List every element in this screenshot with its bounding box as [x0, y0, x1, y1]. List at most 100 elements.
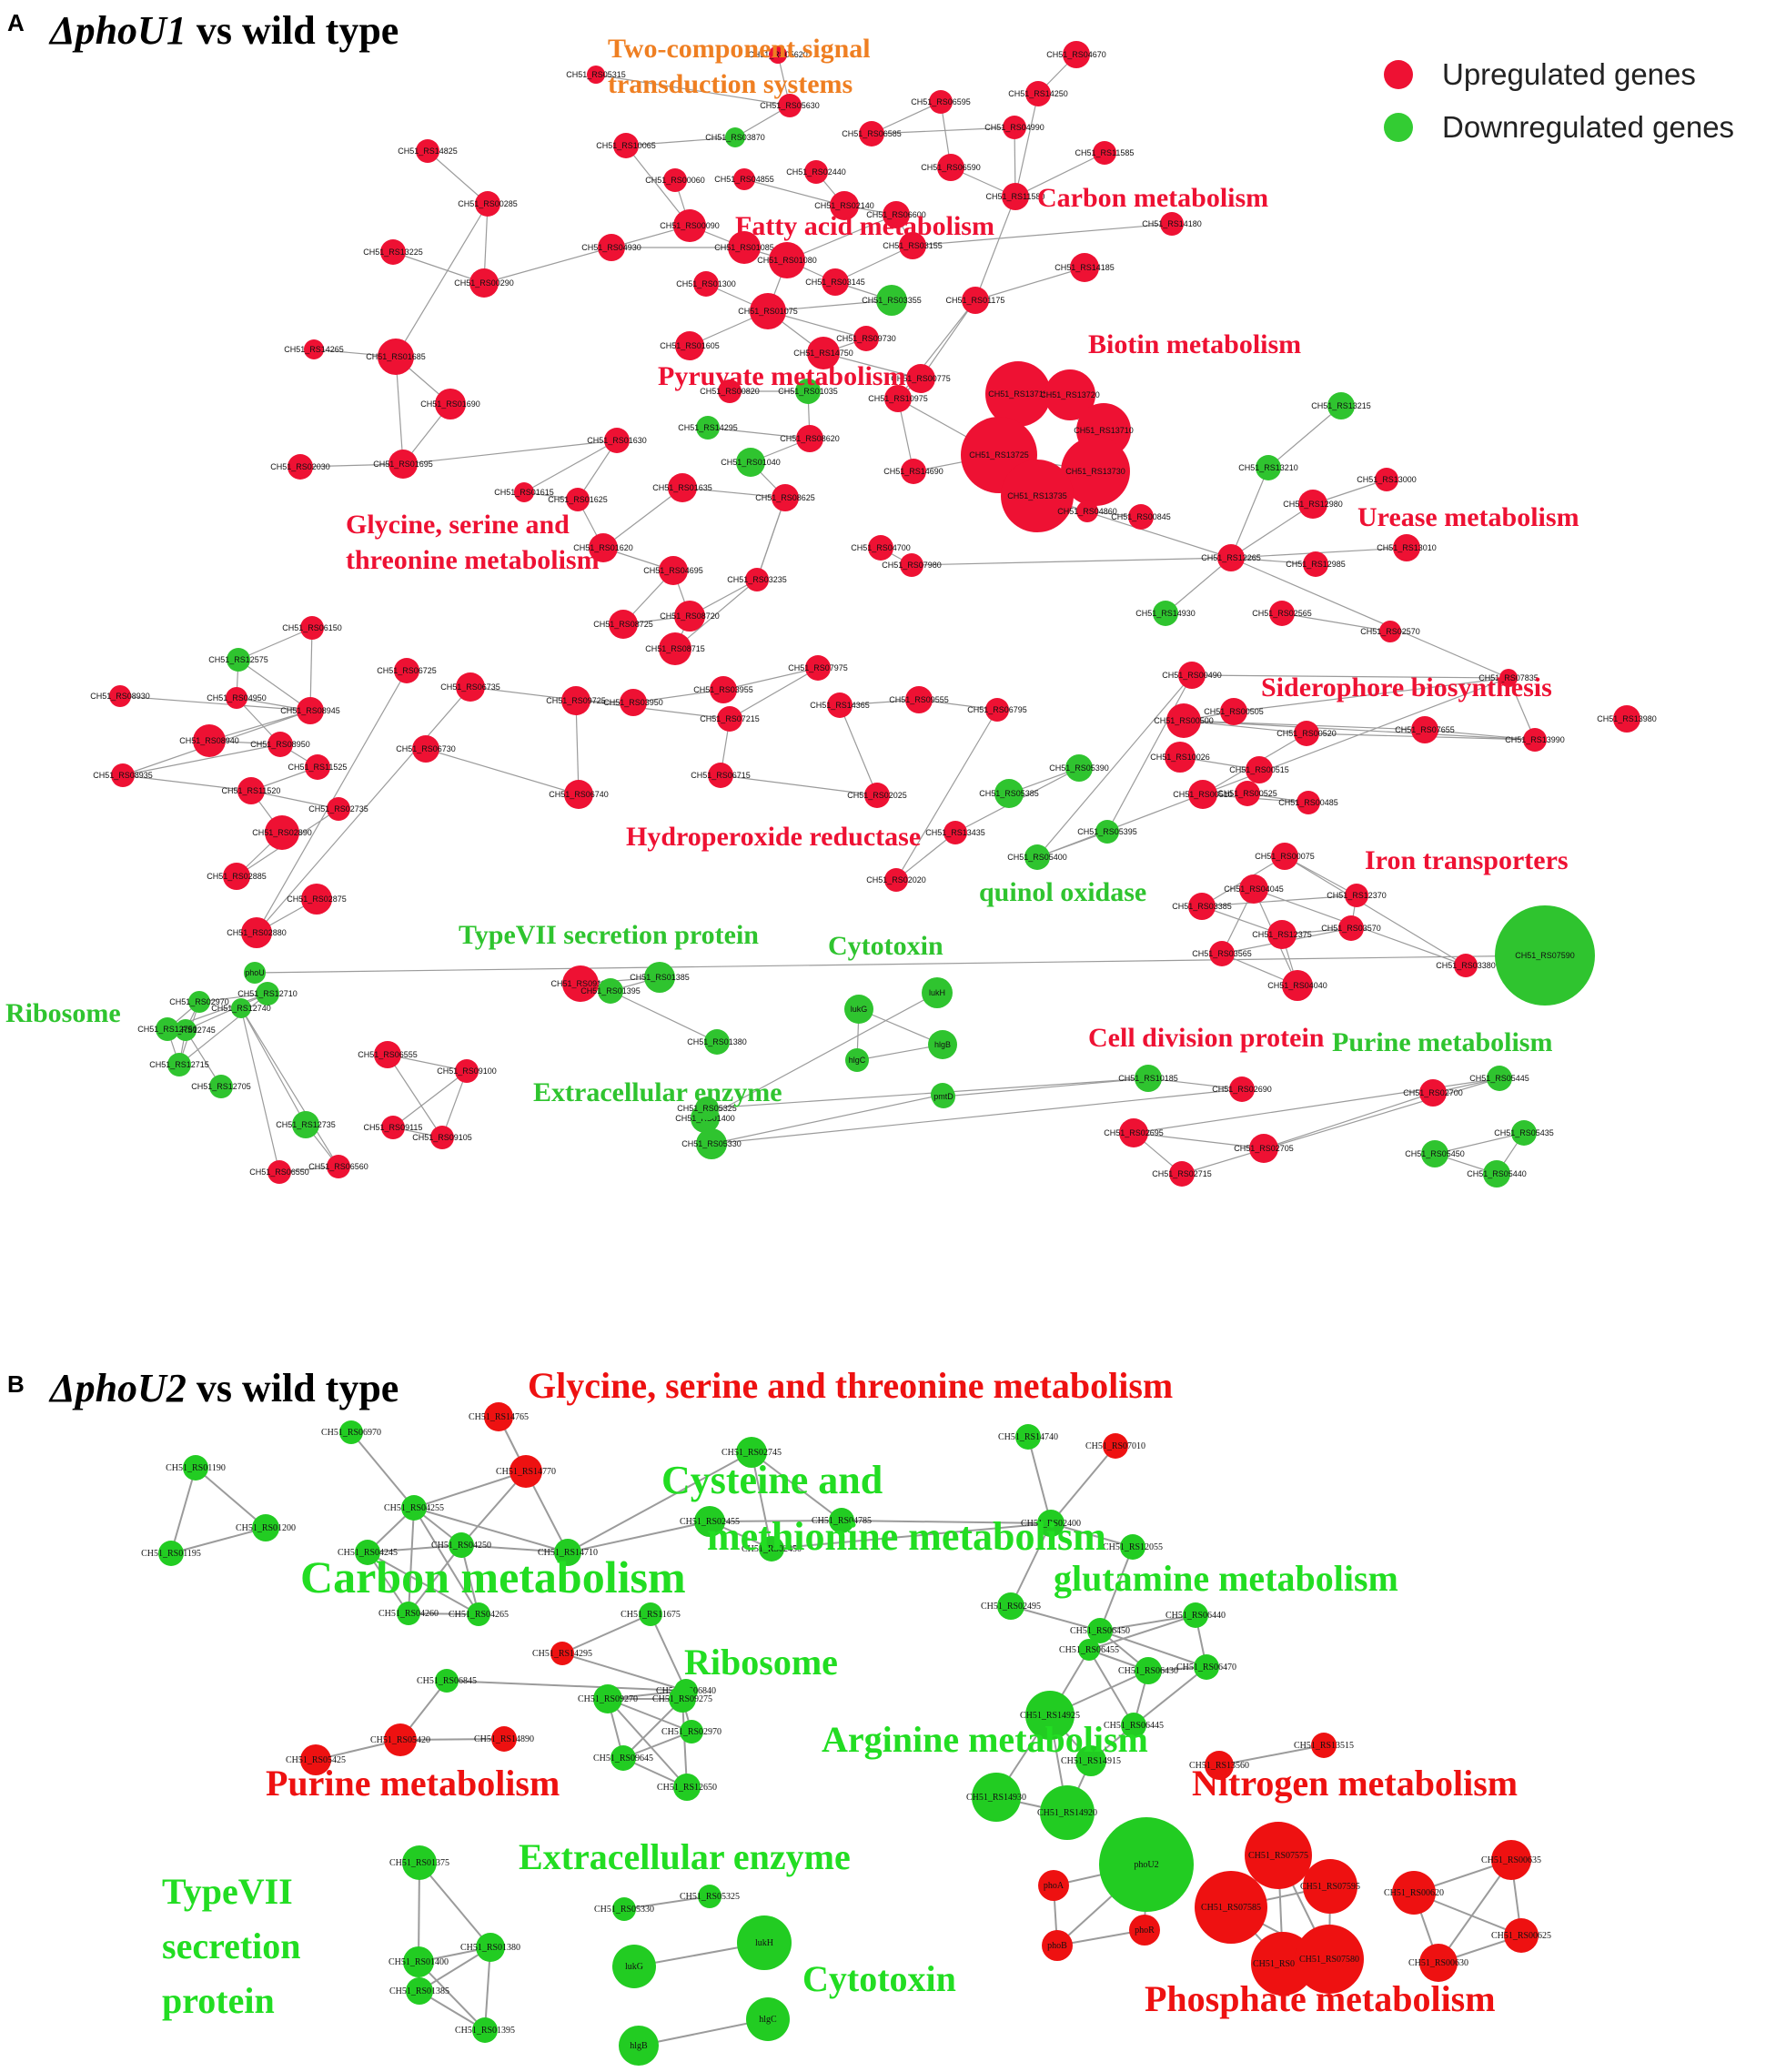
- gene-node-label: CH51_RS05330: [681, 1139, 742, 1148]
- gene-node-label: CH51_RS07590: [1515, 951, 1575, 960]
- gene-node-circle: [1087, 1618, 1113, 1643]
- network-edge: [1014, 93, 1039, 197]
- gene-node: CH51_RS06150: [282, 616, 342, 640]
- gene-node: CH51_RS14365: [810, 692, 870, 718]
- gene-node-label: CH51_RS02875: [287, 894, 347, 904]
- gene-node-circle: [708, 763, 733, 788]
- legend-down-label: Downregulated genes: [1442, 110, 1734, 144]
- gene-node-circle: [1245, 1822, 1312, 1889]
- network-edge: [418, 1961, 486, 2031]
- network-edge: [1230, 557, 1509, 679]
- gene-node-circle: [1003, 116, 1026, 139]
- network-edge: [483, 247, 612, 284]
- gene-node-label: CH51_RS06550: [249, 1167, 309, 1177]
- gene-node-label: CH51_RS13990: [1505, 735, 1565, 744]
- network-edge: [1230, 503, 1314, 559]
- gene-node-circle: [406, 1977, 433, 2005]
- gene-node-circle: [1269, 601, 1295, 626]
- gene-node-circle: [745, 568, 769, 591]
- gene-node-label: CH51_RS01695: [373, 460, 433, 469]
- gene-node-circle: [1393, 534, 1420, 561]
- category-b-9: Extracellular enzyme: [519, 1836, 851, 1877]
- gene-node: CH51_RS14265: [284, 339, 344, 359]
- panel-b-title-gene: ΔphoU2: [48, 1366, 187, 1410]
- gene-node-circle: [728, 231, 761, 264]
- network-edge: [625, 136, 736, 147]
- gene-node: CH51_RS06455: [1059, 1639, 1119, 1661]
- network-edge: [1233, 677, 1509, 713]
- network-edge: [240, 1007, 307, 1126]
- network-edge: [387, 1054, 443, 1138]
- gene-node-label: CH51_RS07655: [1395, 725, 1455, 734]
- gene-node: CH51_RS01175: [946, 287, 1004, 314]
- gene-node-circle: [845, 1048, 869, 1072]
- panel-a-title: ΔphoU1 vs wild type: [48, 8, 399, 53]
- gene-node-label: CH51_RS00285: [458, 199, 518, 208]
- network-edge: [595, 74, 791, 106]
- gene-node: CH51_RS05450: [1405, 1140, 1465, 1167]
- gene-node-label: CH51_RS01300: [676, 279, 736, 288]
- gene-node-label: CH51_RS01385: [389, 1986, 449, 1996]
- gene-node-circle: [844, 995, 873, 1024]
- gene-node-circle: [1188, 780, 1217, 809]
- gene-node: CH51_RS07590: [1495, 905, 1595, 1006]
- network-edge: [711, 1094, 943, 1145]
- gene-node-circle: [227, 648, 250, 672]
- gene-node: lukG: [844, 995, 873, 1024]
- gene-node-circle: [883, 201, 910, 228]
- gene-node-circle: [613, 133, 639, 158]
- gene-node: CH51_RS02570: [1360, 621, 1420, 642]
- gene-node-label: CH51_RS03155: [883, 241, 943, 250]
- gene-node: CH51_RS04950: [207, 687, 267, 709]
- gene-node: CH51_RS01040: [721, 448, 781, 477]
- gene-node-label: CH51_RS09725: [546, 696, 606, 705]
- network-edge: [943, 1077, 1149, 1097]
- gene-node-circle: [1209, 941, 1235, 966]
- network-edge: [469, 686, 731, 720]
- gene-node: CH51_RS01630: [587, 428, 647, 453]
- gene-node-circle: [1345, 884, 1368, 907]
- network-edge: [122, 743, 281, 776]
- gene-node: CH51_RS06845: [417, 1669, 477, 1693]
- network-edge: [1424, 729, 1536, 741]
- gene-node-label: CH51_RS09100: [437, 1066, 497, 1076]
- gene-node-label: CH51_RS04700: [851, 543, 911, 552]
- gene-node: CH51_RS00845: [1111, 504, 1171, 530]
- gene-node: CH51_RS14890: [474, 1726, 534, 1752]
- gene-node-label: pmtD: [933, 1092, 954, 1101]
- gene-node-circle: [725, 127, 745, 147]
- gene-node-circle: [659, 556, 688, 585]
- gene-node: CH51_RS05330: [594, 1897, 654, 1921]
- gene-node: CH51_RS02030: [270, 454, 330, 480]
- gene-node-label: CH51_RS14690: [883, 467, 943, 476]
- gene-node-label: CH51_RS07835: [1478, 673, 1539, 682]
- network-edge: [1201, 894, 1357, 907]
- gene-node-label: phoA: [1044, 1881, 1065, 1891]
- gene-node: CH51_RS00775: [891, 364, 951, 393]
- gene-node-circle: [905, 686, 933, 713]
- gene-node: lukH: [922, 977, 953, 1008]
- gene-node-label: CH51_RS08620: [780, 434, 840, 443]
- gene-node-label: CH51_RS03570: [1321, 924, 1381, 933]
- gene-node-circle: [1379, 621, 1401, 642]
- gene-node-label: CH51_RS12735: [276, 1120, 336, 1129]
- gene-node-circle: [876, 285, 907, 316]
- gene-node-label: CH51_RS06150: [282, 623, 342, 632]
- gene-node-circle: [1093, 141, 1116, 165]
- gene-node-circle: [256, 982, 279, 1006]
- gene-node-circle: [1166, 703, 1201, 738]
- gene-node-label: CH51_RS12650: [657, 1783, 717, 1793]
- gene-node: CH51_RS07575: [1245, 1822, 1312, 1889]
- gene-node-circle: [562, 965, 599, 1002]
- network-edge: [460, 1544, 569, 1553]
- gene-node-label: CH51_RS07575: [1248, 1851, 1308, 1861]
- gene-node-label: CH51_RS01035: [778, 387, 838, 396]
- gene-node-label: CH51_RS02690: [1212, 1085, 1272, 1094]
- category-a-0: Two-component signal: [608, 34, 871, 64]
- gene-node-label: CH51_RS06970: [321, 1428, 381, 1438]
- gene-node-circle: [932, 1085, 955, 1108]
- gene-node-circle: [694, 1506, 725, 1537]
- network-edge: [446, 1680, 687, 1692]
- gene-node: CH51_RS01685: [366, 339, 426, 375]
- gene-node-circle: [288, 454, 313, 480]
